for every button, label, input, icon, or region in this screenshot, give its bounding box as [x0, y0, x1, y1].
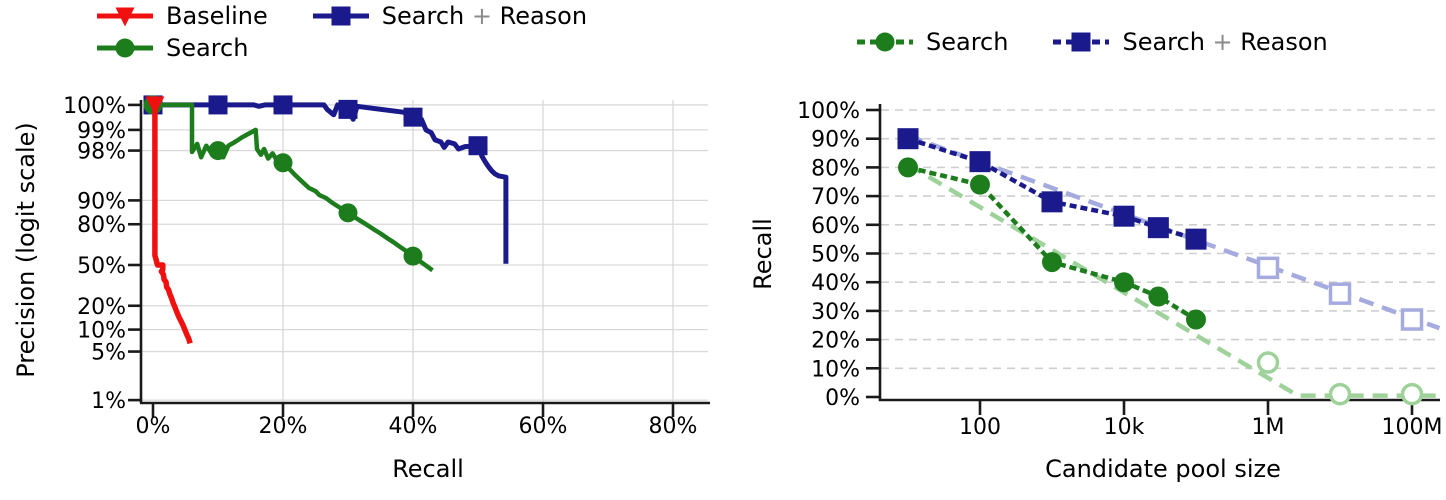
search-reason-square-icon	[312, 6, 369, 26]
pool-chart-tick-labels: 100% 90% 80% 70% 60% 50% 40% 30% 20% 10% 0% 100 10k 1…	[797, 99, 1442, 440]
svg-text:80%: 80%	[649, 414, 698, 439]
svg-text:20%: 20%	[77, 295, 126, 320]
svg-text:100%: 100%	[797, 99, 860, 124]
svg-text:0%: 0%	[825, 386, 860, 411]
pool-chart-series	[897, 128, 1441, 406]
svg-text:10k: 10k	[1104, 415, 1145, 440]
svg-text:100%: 100%	[63, 94, 126, 119]
right-yaxis-label: Recall	[749, 218, 777, 290]
search-circle-icon	[97, 38, 153, 58]
svg-text:30%: 30%	[811, 300, 860, 325]
svg-text:50%: 50%	[77, 254, 126, 279]
left-yaxis-label: Precision (logit scale)	[12, 122, 40, 378]
pr-chart-series	[143, 95, 509, 345]
pool-chart-legend: Search Search + Reason	[856, 27, 1372, 57]
svg-text:60%: 60%	[519, 414, 568, 439]
svg-text:10%: 10%	[77, 319, 126, 344]
pr-chart-tick-labels: 100%99%98%90%80%50%20%10%5%1%0% 20% 40% 60%…	[63, 94, 697, 439]
svg-text:100M: 100M	[1382, 415, 1443, 440]
svg-text:80%: 80%	[811, 156, 860, 181]
pool-chart-gridlines	[881, 109, 1440, 370]
svg-text:70%: 70%	[811, 185, 860, 210]
svg-text:20%: 20%	[259, 414, 308, 439]
legend-row: Baseline Search + Reason	[96, 1, 631, 31]
pr-chart-legend: Baseline Search + Reason Search	[96, 1, 631, 63]
search-reason-square-icon	[1053, 32, 1110, 52]
svg-text:40%: 40%	[389, 414, 438, 439]
svg-text:10%: 10%	[811, 357, 860, 382]
legend-label: Search + Reason	[381, 2, 588, 30]
svg-text:40%: 40%	[811, 271, 860, 296]
search-circle-icon	[857, 32, 913, 52]
legend-item-search: Search	[856, 27, 1008, 57]
svg-text:5%: 5%	[91, 341, 126, 366]
legend-label: Search	[166, 34, 249, 62]
legend-row: Search	[96, 33, 631, 63]
svg-text:90%: 90%	[77, 189, 126, 214]
svg-text:99%: 99%	[77, 119, 126, 144]
svg-text:1%: 1%	[91, 389, 126, 414]
legend-label: Baseline	[166, 2, 268, 30]
right-xaxis-label: Candidate pool size	[1045, 455, 1281, 483]
left-xaxis-label: Recall	[392, 455, 464, 483]
svg-text:90%: 90%	[811, 128, 860, 153]
svg-text:0%: 0%	[136, 414, 171, 439]
legend-item-search-reason: Search + Reason	[312, 1, 587, 31]
legend-item-search: Search	[96, 33, 248, 63]
svg-text:50%: 50%	[811, 243, 860, 268]
legend-label: Search	[926, 28, 1009, 56]
legend-row: Search Search + Reason	[856, 27, 1372, 57]
baseline-triangle-down-icon	[97, 7, 153, 27]
legend-label: Search + Reason	[1122, 28, 1328, 56]
svg-text:20%: 20%	[811, 329, 860, 354]
legend-item-baseline: Baseline	[96, 1, 268, 31]
svg-text:1M: 1M	[1252, 415, 1285, 440]
svg-text:98%: 98%	[77, 140, 126, 165]
svg-text:100: 100	[959, 415, 1001, 440]
svg-text:60%: 60%	[811, 214, 860, 239]
pr-chart-axes	[128, 100, 710, 417]
svg-text:80%: 80%	[77, 213, 126, 238]
legend-item-search-reason: Search + Reason	[1052, 27, 1328, 57]
